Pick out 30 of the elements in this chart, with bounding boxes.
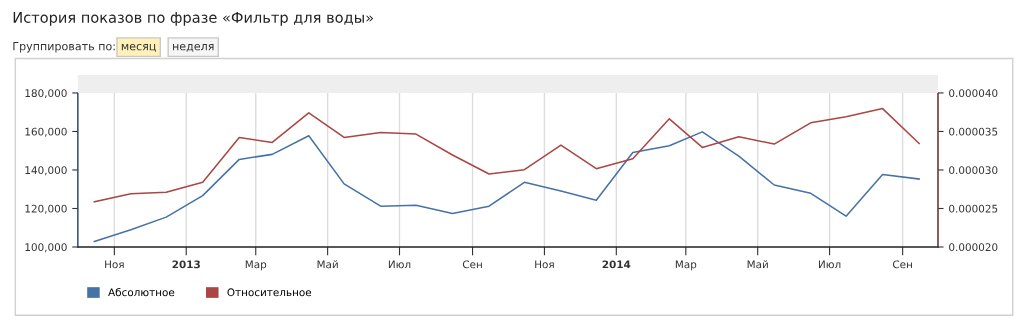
y-tick-label: 180,000 bbox=[25, 89, 67, 99]
y2-tick-label: 0.000020 bbox=[949, 243, 998, 252]
x-tick-label: Ноя bbox=[105, 260, 124, 269]
y2-tick-label: 0.000040 bbox=[949, 89, 998, 98]
x-tick-label: Сен bbox=[462, 260, 482, 269]
y-tick-label: 100,000 bbox=[25, 243, 67, 253]
x-tick-label: Май bbox=[317, 260, 338, 269]
x-tick-label: 2013 bbox=[172, 260, 200, 269]
x-tick-label: Сен bbox=[892, 260, 912, 269]
line-series bbox=[93, 107, 920, 203]
legend-label: Относительное bbox=[227, 288, 312, 297]
y2-tick-label: 0.000025 bbox=[949, 204, 998, 213]
x-tick-label: Май bbox=[747, 260, 768, 269]
x-tick-label: Ноя bbox=[535, 260, 554, 269]
legend-label: Абсолютное bbox=[108, 287, 175, 297]
text: месяц bbox=[121, 43, 156, 52]
x-tick-label: Мар bbox=[675, 260, 697, 271]
y2-tick-label: 0.000035 bbox=[949, 127, 998, 136]
x-tick-label: 2014 bbox=[602, 260, 631, 269]
x-tick-label: Июл bbox=[388, 260, 411, 269]
y-tick-label: 140,000 bbox=[25, 166, 67, 176]
text: Группировать по: bbox=[13, 42, 115, 53]
y2-tick-label: 0.000030 bbox=[949, 166, 998, 175]
x-tick-label: Мар bbox=[245, 260, 267, 271]
y-tick-label: 120,000 bbox=[25, 204, 67, 214]
text: неделя bbox=[173, 43, 214, 52]
y-tick-label: 160,000 bbox=[25, 127, 67, 137]
x-tick-label: Июл bbox=[818, 260, 841, 269]
line-series bbox=[93, 131, 920, 243]
chart-title: История показов по фразе «Фильтр для воды» bbox=[13, 12, 373, 26]
